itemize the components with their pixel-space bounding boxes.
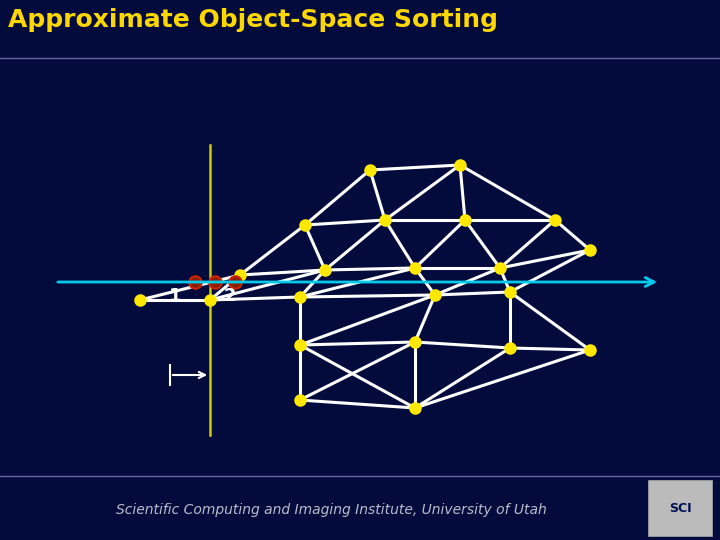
- Text: 1: 1: [168, 287, 181, 305]
- Text: 2: 2: [224, 287, 236, 305]
- Text: SCI: SCI: [669, 502, 691, 515]
- FancyBboxPatch shape: [648, 480, 712, 536]
- Text: Scientific Computing and Imaging Institute, University of Utah: Scientific Computing and Imaging Institu…: [116, 503, 546, 517]
- Text: Approximate Object-Space Sorting: Approximate Object-Space Sorting: [8, 8, 498, 32]
